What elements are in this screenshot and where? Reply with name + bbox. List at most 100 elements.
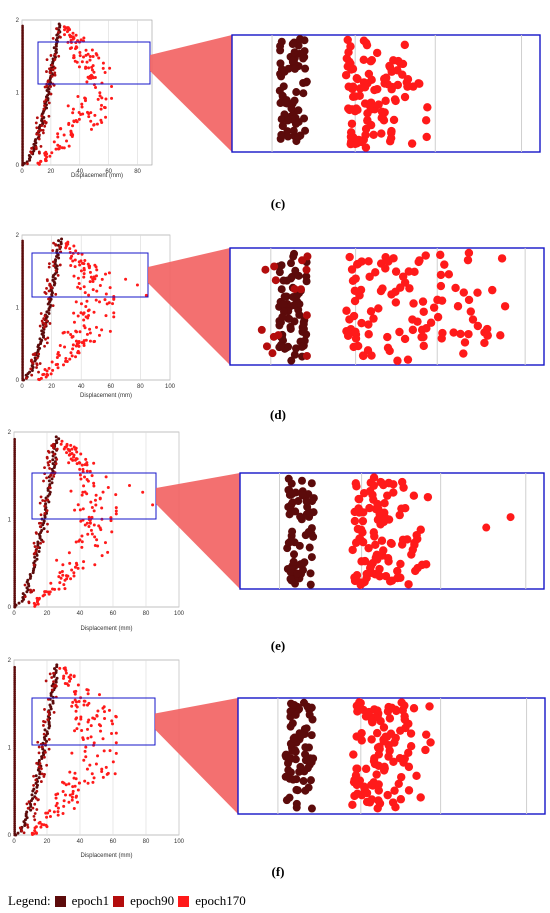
point-epoch170 xyxy=(72,244,76,248)
point-epoch170 xyxy=(83,490,87,494)
point-epoch1 xyxy=(22,161,26,165)
point-epoch1 xyxy=(13,545,16,548)
inset-point-epoch170 xyxy=(344,104,353,113)
point-epoch170 xyxy=(54,796,58,800)
point-epoch1 xyxy=(13,745,16,748)
point-epoch170 xyxy=(81,112,85,116)
point-epoch90 xyxy=(36,546,40,549)
inset-point-epoch1 xyxy=(295,310,304,319)
point-epoch1 xyxy=(40,755,44,759)
point-epoch90 xyxy=(43,344,46,348)
point-epoch1 xyxy=(13,820,16,824)
point-epoch1 xyxy=(21,592,25,596)
point-epoch1 xyxy=(13,451,16,454)
point-epoch90 xyxy=(53,71,57,75)
point-epoch1 xyxy=(13,782,16,786)
inset-point-epoch170 xyxy=(421,116,431,125)
point-epoch170 xyxy=(92,461,96,465)
point-epoch170 xyxy=(67,551,71,555)
point-epoch170 xyxy=(72,54,76,58)
point-epoch1 xyxy=(13,558,16,562)
point-epoch1 xyxy=(50,477,54,481)
point-epoch170 xyxy=(107,708,111,712)
point-epoch170 xyxy=(51,368,55,372)
point-epoch170 xyxy=(64,793,68,797)
point-epoch90 xyxy=(39,144,43,148)
inset-point-epoch1 xyxy=(294,132,303,141)
inset-point-epoch170 xyxy=(370,759,380,769)
inset-point-epoch1 xyxy=(297,730,306,739)
point-epoch1 xyxy=(17,601,21,605)
point-epoch170 xyxy=(65,682,69,686)
point-epoch1 xyxy=(13,477,16,481)
inset-point-epoch1 xyxy=(283,116,292,125)
point-epoch170 xyxy=(96,754,100,758)
point-epoch1 xyxy=(13,541,16,545)
point-epoch1 xyxy=(22,378,26,382)
point-epoch170 xyxy=(92,741,96,745)
point-epoch1 xyxy=(13,720,16,724)
point-epoch170 xyxy=(101,706,105,710)
inset-point-epoch1 xyxy=(286,537,295,546)
point-epoch170 xyxy=(44,159,48,163)
point-epoch170 xyxy=(71,107,75,111)
point-epoch170 xyxy=(66,447,70,451)
y-tick-label: 0 xyxy=(8,833,12,839)
inset-point-epoch1 xyxy=(304,783,313,792)
inset-point-epoch170 xyxy=(377,107,387,117)
point-epoch170 xyxy=(72,455,76,459)
point-epoch170 xyxy=(94,274,98,278)
point-epoch170 xyxy=(93,498,97,502)
inset-point-epoch170 xyxy=(500,302,510,311)
point-epoch170 xyxy=(75,450,79,454)
inset-point-epoch1 xyxy=(286,574,295,583)
inset-point-epoch1 xyxy=(294,106,303,115)
inset-point-epoch1 xyxy=(290,550,299,559)
point-epoch1 xyxy=(53,277,57,281)
legend-swatch-epoch170 xyxy=(178,895,190,907)
point-epoch90 xyxy=(48,283,52,287)
point-epoch170 xyxy=(90,515,94,519)
point-epoch90 xyxy=(48,467,51,470)
inset-point-epoch1 xyxy=(299,320,308,329)
point-epoch170 xyxy=(64,246,68,250)
point-epoch90 xyxy=(47,737,51,741)
point-epoch90 xyxy=(29,590,33,594)
point-epoch170 xyxy=(70,798,74,802)
point-epoch1 xyxy=(13,682,16,686)
inset-point-epoch1 xyxy=(306,509,315,518)
point-epoch90 xyxy=(46,522,49,526)
point-epoch90 xyxy=(47,713,51,717)
inset-point-epoch170 xyxy=(407,139,417,148)
point-epoch90 xyxy=(32,774,35,778)
point-epoch1 xyxy=(13,534,16,537)
inset-point-epoch1 xyxy=(286,259,295,268)
point-epoch1 xyxy=(13,511,16,514)
point-epoch90 xyxy=(43,755,46,759)
point-epoch170 xyxy=(78,263,82,267)
point-epoch170 xyxy=(135,283,139,287)
point-epoch90 xyxy=(43,314,47,318)
inset-point-epoch170 xyxy=(385,346,394,356)
point-epoch90 xyxy=(22,831,26,835)
inset-point-epoch170 xyxy=(341,71,351,80)
point-epoch170 xyxy=(80,463,84,467)
inset-point-epoch1 xyxy=(276,341,285,350)
point-epoch90 xyxy=(27,600,31,604)
point-epoch170 xyxy=(79,38,83,42)
point-epoch170 xyxy=(44,811,48,815)
point-epoch90 xyxy=(34,796,38,800)
point-epoch170 xyxy=(110,719,114,723)
point-epoch170 xyxy=(61,812,65,816)
point-epoch1 xyxy=(13,788,16,792)
inset-point-epoch1 xyxy=(299,89,308,98)
point-epoch170 xyxy=(62,330,66,334)
point-epoch1 xyxy=(13,598,16,601)
point-epoch170 xyxy=(83,523,87,527)
point-epoch1 xyxy=(13,728,16,731)
inset-point-epoch170 xyxy=(425,702,434,711)
point-epoch1 xyxy=(13,566,16,569)
inset-point-epoch170 xyxy=(436,270,446,280)
point-epoch1 xyxy=(27,153,31,157)
inset-point-epoch170 xyxy=(396,59,406,68)
